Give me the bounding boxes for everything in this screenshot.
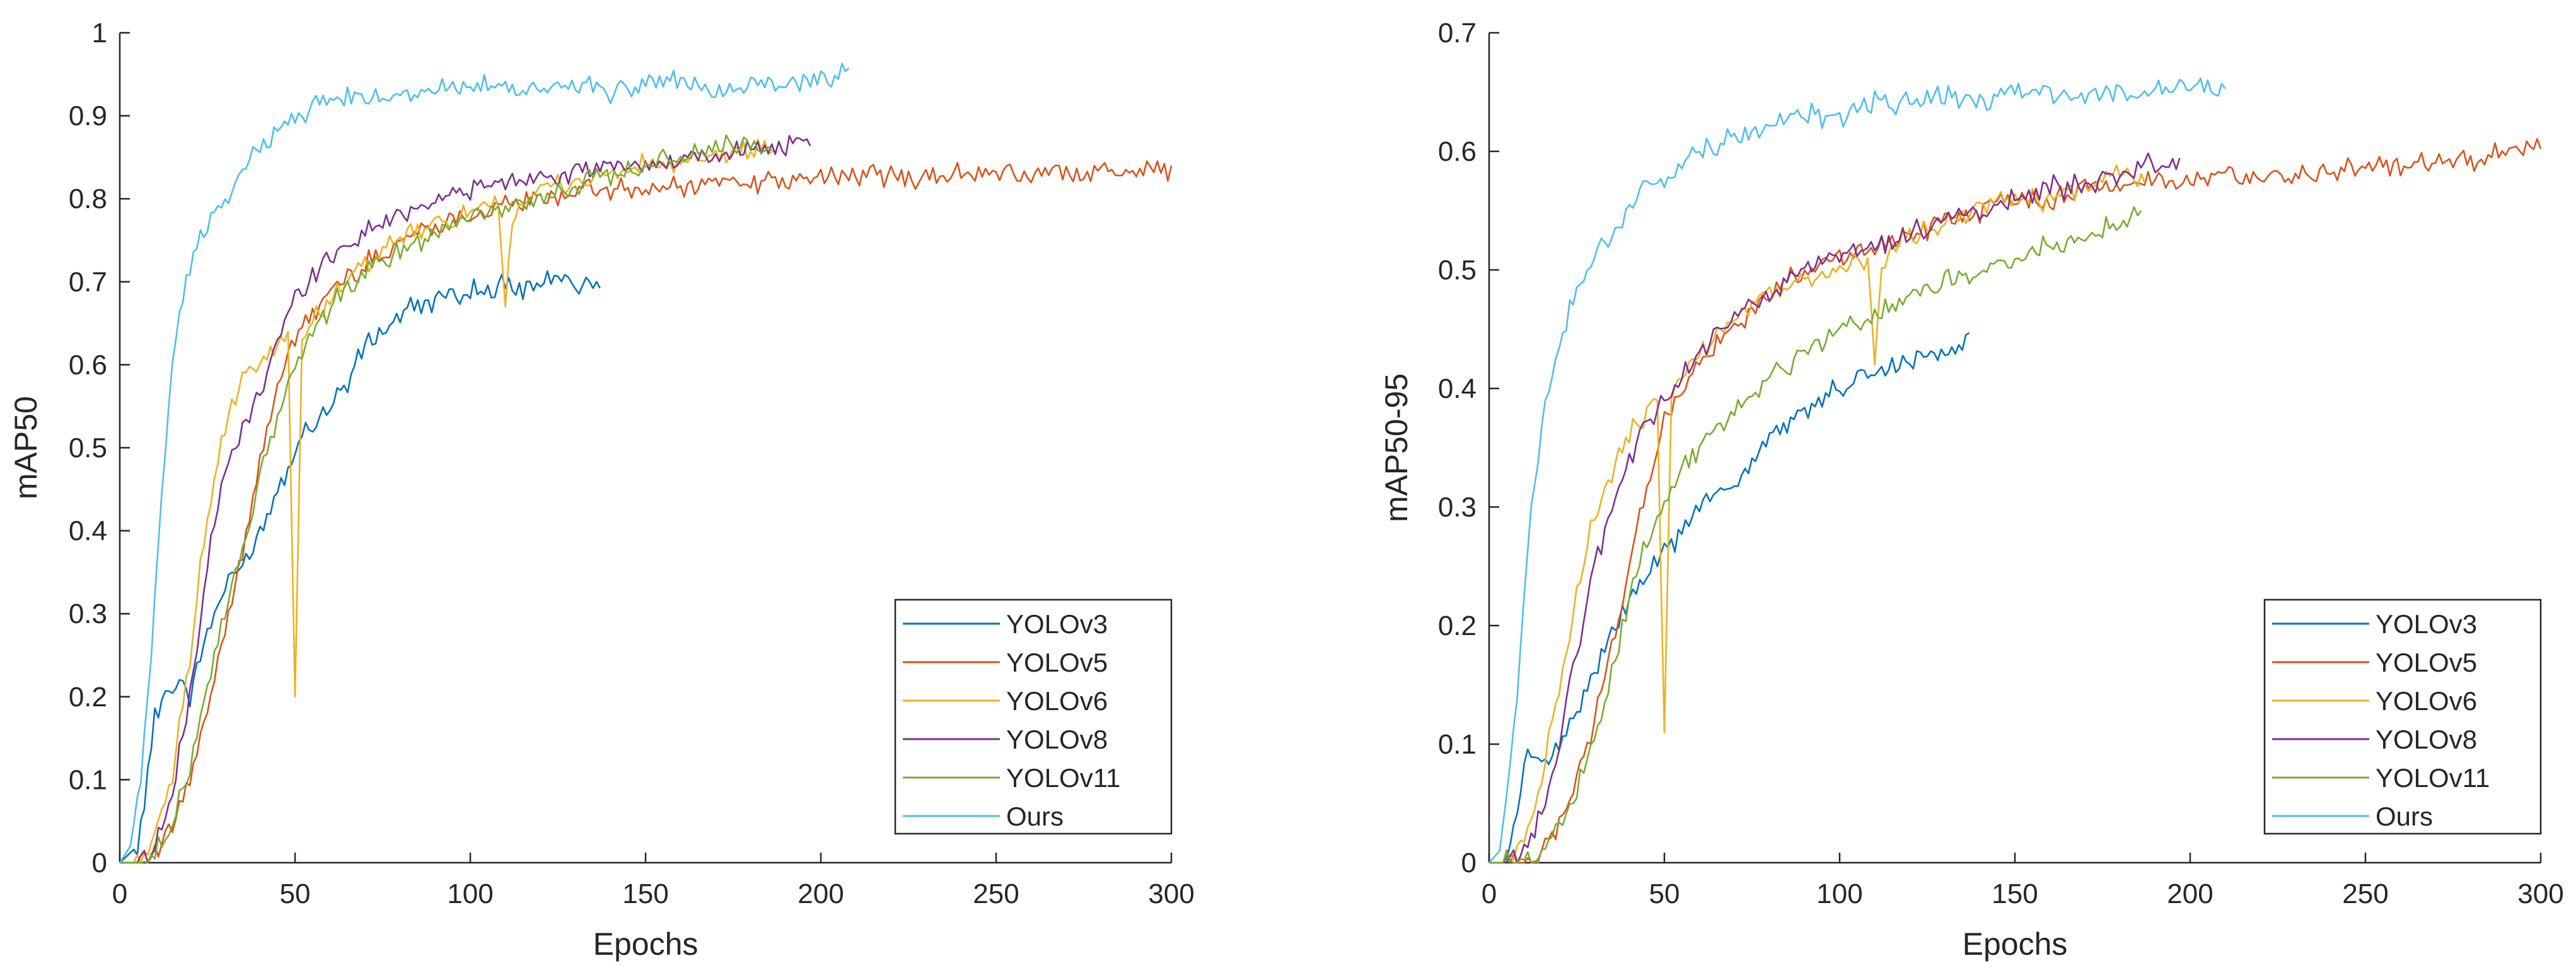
y-tick-label: 0.5 (1438, 255, 1477, 286)
legend-label-yolov3: YOLOv3 (1006, 609, 1108, 639)
legend-label-yolov11: YOLOv11 (1006, 763, 1120, 793)
series-line-yolov3 (119, 270, 601, 863)
x-tick-label: 300 (1148, 878, 1194, 909)
series-line-yolov5 (120, 160, 1173, 864)
x-tick-label: 250 (973, 878, 1019, 909)
x-tick-label: 50 (1649, 878, 1680, 909)
y-tick-label: 0.7 (1438, 18, 1477, 49)
legend-label-yolov8: YOLOv8 (2376, 725, 2477, 754)
legend-label-ours: Ours (2376, 802, 2433, 831)
x-tick-label: 250 (2342, 878, 2388, 909)
series-line-ours (1488, 78, 2226, 863)
series-line-yolov11 (1489, 206, 2142, 864)
y-tick-label: 0.3 (1438, 492, 1477, 523)
y-tick-label: 0.9 (69, 101, 107, 132)
y-tick-label: 0.1 (69, 764, 107, 795)
y-tick-label: 0.1 (1438, 729, 1477, 760)
series-line-yolov3 (1489, 332, 1970, 864)
x-tick-label: 300 (2517, 878, 2563, 909)
y-tick-label: 0.3 (69, 598, 107, 629)
series-line-yolov5 (1489, 137, 2542, 864)
x-tick-label: 50 (280, 878, 311, 909)
y-axis-label: mAP50 (8, 396, 44, 499)
legend-box (2263, 598, 2542, 835)
x-tick-label: 100 (1816, 878, 1862, 909)
y-tick-label: 0.7 (69, 267, 107, 298)
legend-box (894, 598, 1173, 835)
y-tick-label: 0.4 (1438, 373, 1477, 404)
legend-label-yolov6: YOLOv6 (1006, 686, 1108, 716)
x-axis-label: Epochs (1963, 926, 2068, 962)
chart-map50: 0 50 100 150 200 250 300 0 0.1 0.2 0.3 0.4 0.5 0.6 0.7… (8, 18, 1195, 962)
series-line-yolov8 (1489, 152, 2181, 864)
chart-map50-95: 0 50 100 150 200 250 300 0 0.1 0.2 0.3 0.4 0.5 0.6 0.7… (1379, 18, 2564, 962)
y-tick-label: 0 (92, 848, 107, 878)
y-tick-label: 0.5 (69, 433, 107, 464)
x-axis-label: Epochs (593, 926, 699, 962)
series-line-ours (119, 62, 850, 863)
y-tick-label: 0.2 (1438, 610, 1477, 641)
x-tick-label: 0 (1482, 878, 1497, 909)
y-tick-label: 0.6 (1438, 136, 1477, 167)
y-tick-label: 1 (92, 18, 107, 49)
y-tick-label: 0.8 (69, 184, 107, 214)
y-tick-label: 0 (1461, 848, 1477, 878)
y-tick-label: 0.4 (69, 516, 107, 547)
x-tick-label: 100 (447, 878, 493, 909)
legend-label-yolov6: YOLOv6 (2376, 686, 2477, 716)
legend-label-yolov8: YOLOv8 (1006, 725, 1108, 754)
y-tick-label: 0.2 (69, 682, 107, 713)
x-tick-label: 0 (112, 878, 127, 909)
legend-label-yolov3: YOLOv3 (2376, 609, 2477, 639)
legend-label-yolov5: YOLOv5 (2376, 648, 2477, 677)
legend-label-yolov5: YOLOv5 (1006, 648, 1108, 677)
series-line-yolov8 (120, 135, 811, 864)
legend-label-ours: Ours (1006, 802, 1064, 831)
x-tick-label: 200 (2167, 878, 2213, 909)
series-line-yolov11 (120, 134, 773, 864)
y-tick-label: 0.6 (69, 349, 107, 380)
x-tick-label: 200 (798, 878, 844, 909)
x-tick-label: 150 (1992, 878, 2038, 909)
legend-label-yolov11: YOLOv11 (2376, 763, 2490, 793)
y-axis-label: mAP50-95 (1379, 373, 1414, 522)
x-tick-label: 150 (622, 878, 668, 909)
